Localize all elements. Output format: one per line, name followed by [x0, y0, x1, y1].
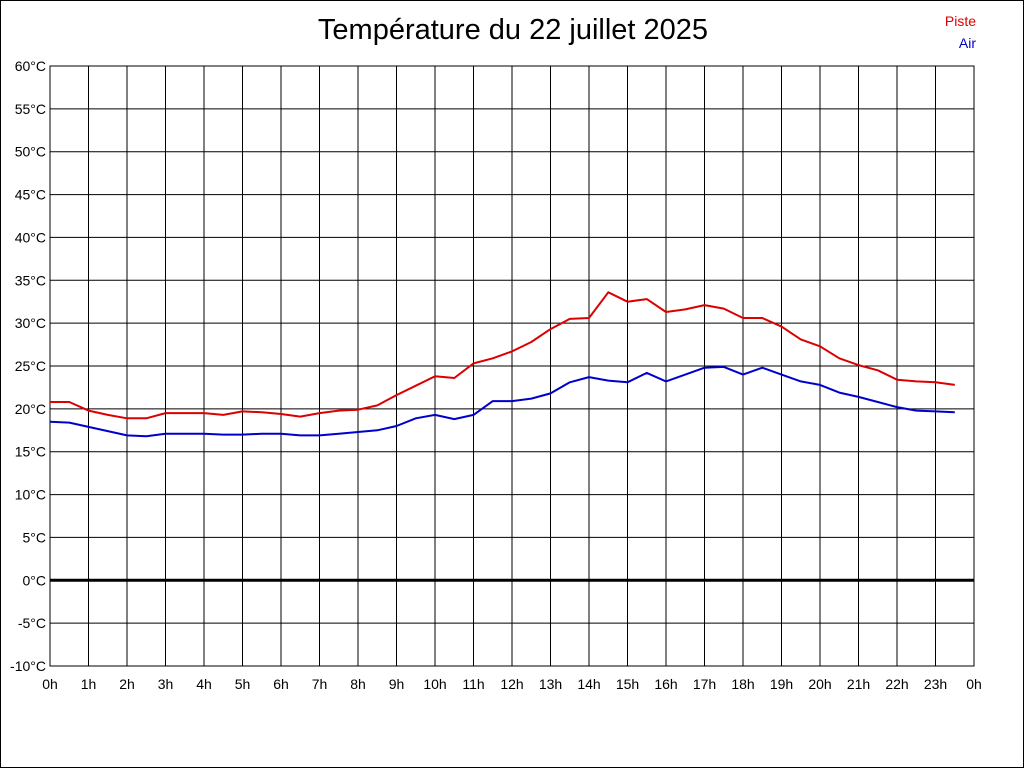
y-tick-label: 35°C — [15, 272, 46, 288]
y-tick-label: 25°C — [15, 358, 46, 374]
x-tick-label: 21h — [847, 676, 870, 692]
x-tick-label: 14h — [577, 676, 600, 692]
x-tick-label: 11h — [462, 676, 484, 692]
x-tick-label: 18h — [731, 676, 754, 692]
y-tick-label: 20°C — [15, 401, 46, 417]
x-tick-label: 9h — [389, 676, 405, 692]
y-tick-label: -10°C — [10, 658, 46, 674]
series-line-piste — [50, 291, 955, 420]
x-tick-label: 7h — [312, 676, 328, 692]
y-tick-label: 0°C — [23, 572, 47, 588]
x-tick-label: 4h — [196, 676, 212, 692]
series-line-air — [49, 365, 955, 438]
x-tick-label: 2h — [119, 676, 135, 692]
x-tick-label: 19h — [770, 676, 793, 692]
x-tick-label: 22h — [885, 676, 908, 692]
y-tick-label: 40°C — [15, 229, 46, 245]
chart-title: Température du 22 juillet 2025 — [317, 14, 709, 46]
y-tick-label: 10°C — [15, 487, 46, 503]
y-tick-label: 15°C — [15, 444, 46, 460]
legend-entry-piste: Piste — [944, 13, 976, 29]
y-tick-label: 60°C — [15, 58, 46, 74]
y-tick-label: 30°C — [15, 315, 46, 331]
x-tick-label: 3h — [158, 676, 174, 692]
x-tick-label: 13h — [539, 676, 562, 692]
y-tick-label: 5°C — [23, 529, 47, 545]
y-tick-label: 50°C — [15, 144, 46, 160]
x-tick-label: 16h — [654, 676, 677, 692]
x-tick-label: 5h — [235, 676, 251, 692]
x-tick-label: 1h — [81, 676, 97, 692]
x-tick-label: 17h — [693, 676, 716, 692]
y-tick-label: -5°C — [18, 615, 46, 631]
x-tick-label: 8h — [350, 676, 366, 692]
x-tick-label: 6h — [273, 676, 289, 692]
x-tick-label: 12h — [500, 676, 523, 692]
y-tick-label: 45°C — [15, 187, 46, 203]
x-tick-label: 0h — [42, 676, 58, 692]
x-tick-label: 23h — [924, 676, 947, 692]
legend-entry-air: Air — [958, 35, 976, 51]
x-tick-label: 15h — [616, 676, 639, 692]
x-tick-label: 20h — [808, 676, 831, 692]
y-tick-label: 55°C — [15, 101, 46, 117]
x-tick-label: 0h — [966, 676, 982, 692]
x-tick-label: 10h — [423, 676, 446, 692]
